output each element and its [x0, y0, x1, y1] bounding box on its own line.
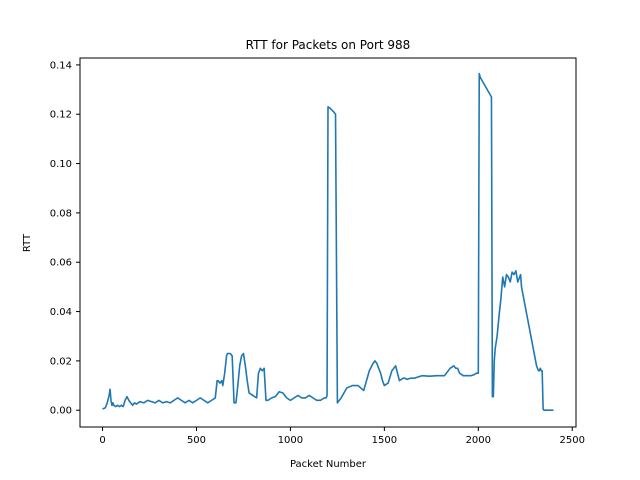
y-tick-label: 0.06 [50, 258, 72, 269]
y-tick-label: 0.14 [50, 60, 72, 71]
y-axis-label: RTT [22, 233, 33, 252]
plot-frame [79, 57, 577, 428]
y-tick-label: 0.02 [50, 356, 72, 367]
x-tick-label: 0 [99, 435, 105, 446]
y-tick-label: 0.10 [50, 159, 72, 170]
x-axis-label: Packet Number [290, 459, 367, 470]
x-tick-label: 2000 [466, 435, 491, 446]
y-tick-label: 0.12 [50, 110, 72, 121]
x-tick-label: 2500 [560, 435, 585, 446]
x-tick-label: 1500 [372, 435, 397, 446]
chart-title: RTT for Packets on Port 988 [246, 38, 411, 52]
x-tick-label: 500 [187, 435, 206, 446]
y-tick-label: 0.04 [50, 307, 72, 318]
rtt-series-line [102, 72, 554, 412]
y-tick-label: 0.08 [50, 208, 72, 219]
plot-area [102, 72, 554, 412]
y-axis: 0.00 0.02 0.04 0.06 0.08 0.10 0.12 0.14 [50, 60, 80, 417]
x-tick-label: 1000 [278, 435, 303, 446]
y-tick-label: 0.00 [50, 406, 72, 417]
x-axis: 0 500 1000 1500 2000 2500 [99, 427, 585, 446]
